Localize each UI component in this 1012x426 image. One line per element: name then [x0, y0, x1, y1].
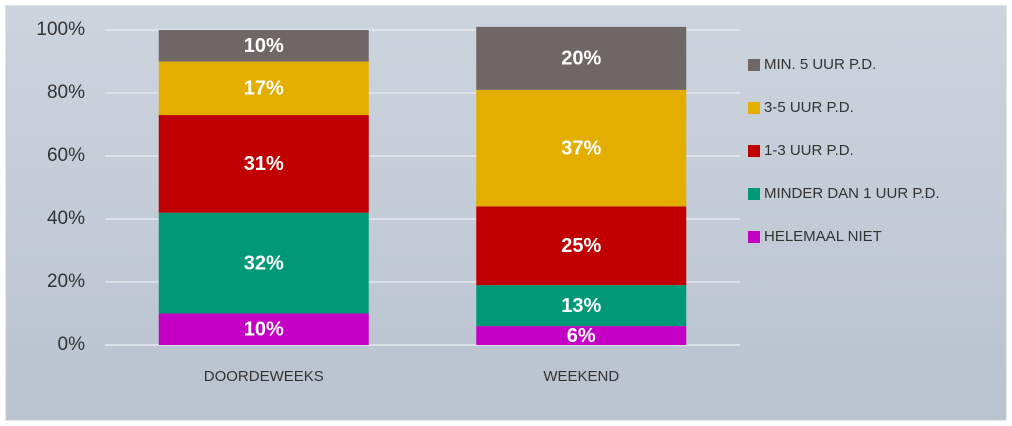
bar-segment: [476, 89, 687, 207]
bar-segment: [158, 115, 369, 213]
data-label: 6%: [567, 325, 596, 347]
legend-label: MIN. 5 UUR P.D.: [764, 56, 876, 73]
legend-swatch: [748, 102, 760, 114]
data-label: 25%: [561, 235, 601, 257]
y-tick-label: 80%: [47, 82, 85, 103]
bar-segment: [476, 285, 687, 327]
y-tick-label: 60%: [47, 145, 85, 166]
legend-label: 3-5 UUR P.D.: [764, 99, 854, 116]
data-label: 32%: [244, 252, 284, 274]
bar-segment: [476, 326, 687, 345]
legend-label: 1-3 UUR P.D.: [764, 142, 854, 159]
data-label: 10%: [244, 319, 284, 341]
legend-label: MINDER DAN 1 UUR P.D.: [764, 185, 940, 202]
data-label: 10%: [244, 35, 284, 57]
bar-segment: [476, 206, 687, 286]
legend-swatch: [748, 188, 760, 200]
legend-swatch: [748, 231, 760, 243]
legend-swatch: [748, 145, 760, 157]
data-label: 17%: [244, 78, 284, 100]
bar-segment: [158, 30, 369, 62]
legend-label: HELEMAAL NIET: [764, 228, 882, 245]
y-tick-label: 20%: [47, 271, 85, 292]
data-label: 20%: [561, 48, 601, 70]
y-tick-label: 100%: [36, 19, 85, 40]
x-tick-label: WEEKEND: [543, 368, 619, 385]
bar-segment: [158, 313, 369, 345]
bar-segment: [158, 61, 369, 116]
data-label: 31%: [244, 153, 284, 175]
bar-segment: [476, 26, 687, 90]
x-tick-label: DOORDEWEEKS: [204, 368, 324, 385]
y-tick-label: 0%: [58, 334, 86, 355]
y-tick-label: 40%: [47, 208, 85, 229]
data-label: 37%: [561, 137, 601, 159]
bar-segment: [158, 212, 369, 314]
data-label: 13%: [561, 295, 601, 317]
legend-swatch: [748, 59, 760, 71]
